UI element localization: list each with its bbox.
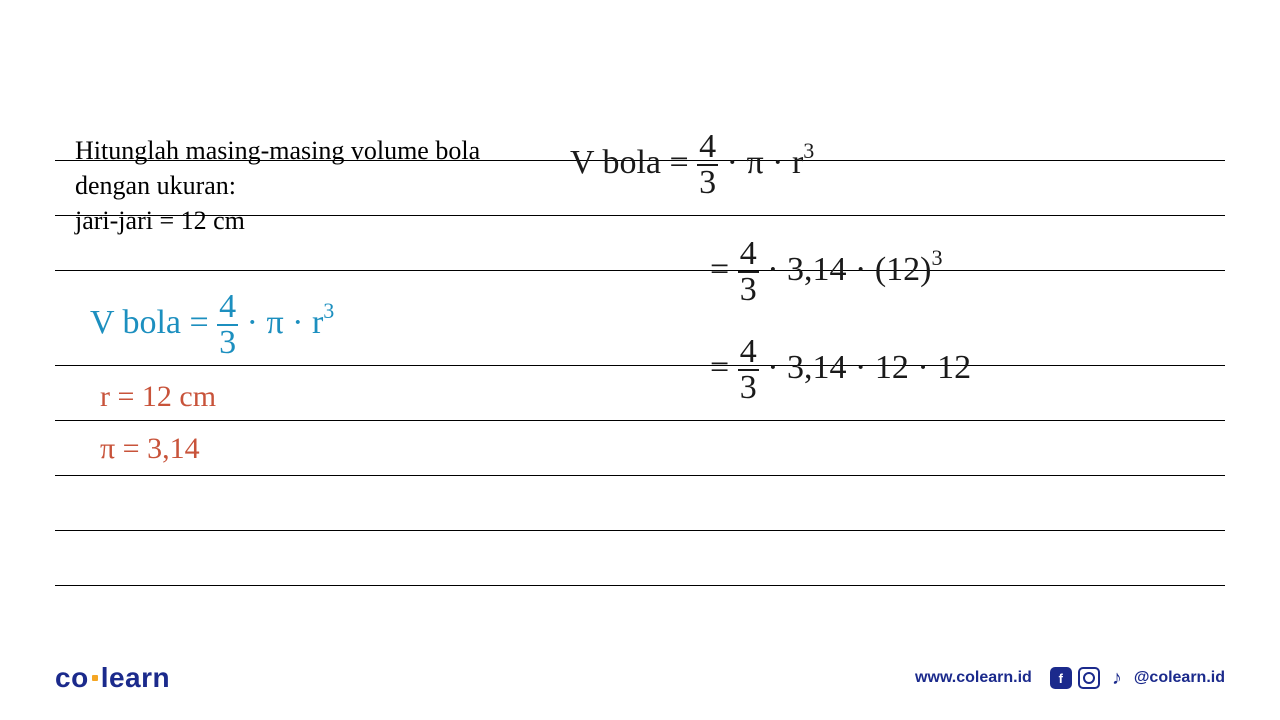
given-pi-text: π = 3,14 xyxy=(100,432,200,465)
footer-right: www.colearn.id f ♪ @colearn.id xyxy=(915,667,1225,689)
work2-eq: = xyxy=(710,251,729,288)
frac-num: 4 xyxy=(217,290,238,324)
problem-statement: Hitunglah masing-masing volume bola deng… xyxy=(75,133,545,238)
facebook-icon: f xyxy=(1050,667,1072,689)
frac-num: 4 xyxy=(738,237,759,271)
problem-line3: jari-jari = 12 cm xyxy=(75,206,245,235)
formula-sup: 3 xyxy=(323,298,334,323)
given-r-text: r = 12 cm xyxy=(100,380,216,413)
footer-handle: @colearn.id xyxy=(1134,669,1225,687)
work-line1: V bola = 4 3 · π · r3 xyxy=(570,130,814,200)
work3-fraction: 4 3 xyxy=(738,335,759,405)
work2-sup: 3 xyxy=(931,245,942,270)
logo-part2: learn xyxy=(101,662,170,693)
work3-suffix: · 3,14 · 12 · 12 xyxy=(767,349,971,386)
social-icons: f ♪ @colearn.id xyxy=(1050,667,1225,689)
tiktok-icon: ♪ xyxy=(1106,667,1128,689)
problem-line2: dengan ukuran: xyxy=(75,171,236,200)
content-area: Hitunglah masing-masing volume bola deng… xyxy=(0,0,1280,720)
formula-blue: V bola = 4 3 · π · r3 xyxy=(90,290,334,360)
frac-num: 4 xyxy=(697,130,718,164)
work2-middle: · 3,14 · (12) xyxy=(767,251,931,288)
given-pi: π = 3,14 xyxy=(100,432,200,466)
work-line3: = 4 3 · 3,14 · 12 · 12 xyxy=(710,335,971,405)
frac-den: 3 xyxy=(738,271,759,307)
frac-den: 3 xyxy=(217,324,238,360)
frac-den: 3 xyxy=(738,369,759,405)
frac-num: 4 xyxy=(738,335,759,369)
footer: colearn www.colearn.id f ♪ @colearn.id xyxy=(0,654,1280,702)
problem-line1: Hitunglah masing-masing volume bola xyxy=(75,136,480,165)
work3-eq: = xyxy=(710,349,729,386)
work1-prefix: V bola = xyxy=(570,144,689,181)
logo-part1: co xyxy=(55,662,89,693)
work1-sup: 3 xyxy=(803,138,814,163)
brand-logo: colearn xyxy=(55,662,170,694)
formula-suffix: · π · r xyxy=(247,304,324,341)
work-line2: = 4 3 · 3,14 · (12)3 xyxy=(710,237,943,307)
page-root: Hitunglah masing-masing volume bola deng… xyxy=(0,0,1280,720)
footer-url: www.colearn.id xyxy=(915,669,1032,687)
logo-dot-icon xyxy=(92,675,98,681)
frac-den: 3 xyxy=(697,164,718,200)
work1-suffix: · π · r xyxy=(727,144,804,181)
work1-fraction: 4 3 xyxy=(697,130,718,200)
instagram-icon xyxy=(1078,667,1100,689)
work2-fraction: 4 3 xyxy=(738,237,759,307)
formula-prefix: V bola = xyxy=(90,304,209,341)
given-r: r = 12 cm xyxy=(100,380,216,414)
formula-fraction: 4 3 xyxy=(217,290,238,360)
